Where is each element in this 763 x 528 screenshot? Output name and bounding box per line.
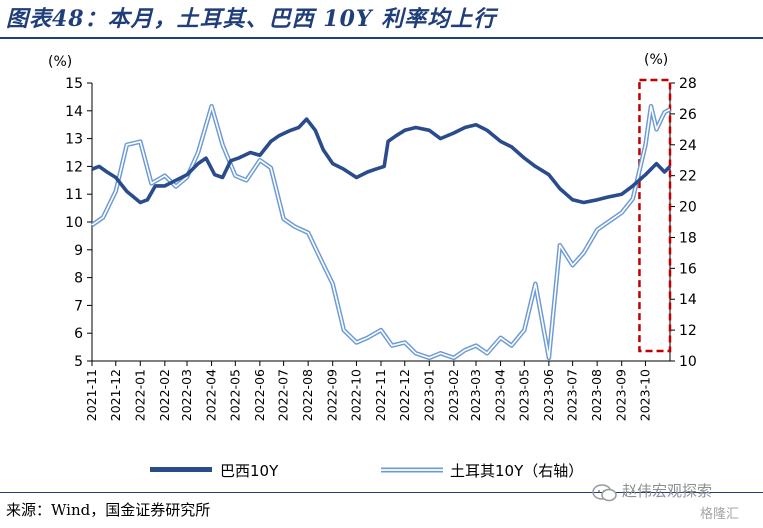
legend-item-turkey: 土耳其10Y（右轴） bbox=[380, 458, 750, 482]
watermark-name: 赵伟宏观探索 bbox=[622, 482, 713, 500]
right-tick-label: 16 bbox=[679, 261, 697, 277]
left-axis-unit: (%) bbox=[48, 54, 72, 70]
right-tick-label: 24 bbox=[679, 138, 697, 154]
legend-label-brazil: 巴西10Y bbox=[220, 462, 279, 480]
x-tick-label: 2022-05 bbox=[227, 369, 242, 421]
series-line-turkey-inner bbox=[91, 105, 671, 359]
right-tick-label: 20 bbox=[679, 200, 697, 216]
x-tick-label: 2022-06 bbox=[252, 369, 267, 421]
legend-swatch-brazil bbox=[150, 467, 212, 472]
x-tick-label: 2022-02 bbox=[157, 369, 172, 421]
x-tick-label: 2023-10 bbox=[637, 369, 652, 421]
left-tick-label: 8 bbox=[74, 271, 83, 287]
left-tick-label: 6 bbox=[74, 326, 83, 342]
highlight-rect bbox=[638, 78, 672, 353]
left-tick-label: 14 bbox=[65, 104, 83, 120]
wechat-icon bbox=[592, 484, 617, 502]
x-tick-label: 2023-02 bbox=[446, 369, 461, 421]
x-tick-label: 2021-11 bbox=[84, 369, 99, 421]
x-tick-label: 2023-05 bbox=[516, 369, 531, 421]
title-underline bbox=[0, 37, 763, 39]
footer-rule bbox=[0, 492, 763, 493]
x-tick-label: 2022-08 bbox=[300, 369, 315, 421]
x-tick-label: 2022-03 bbox=[179, 369, 194, 421]
x-tick-label: 2022-11 bbox=[373, 369, 388, 421]
x-tick-label: 2023-07 bbox=[565, 369, 580, 421]
watermark-badge: 格隆汇 bbox=[700, 507, 740, 522]
x-tick-label: 2022-12 bbox=[397, 369, 412, 421]
right-tick-label: 28 bbox=[679, 76, 697, 92]
highlight-box bbox=[638, 78, 672, 353]
left-tick-label: 9 bbox=[74, 243, 83, 259]
right-tick-label: 26 bbox=[679, 107, 697, 123]
x-tick-label: 2023-03 bbox=[468, 369, 483, 421]
x-tick-label: 2023-08 bbox=[589, 369, 604, 421]
watermark: 赵伟宏观探索 格隆汇 bbox=[590, 479, 760, 525]
x-tick-label: 2023-06 bbox=[541, 369, 556, 421]
left-tick-label: 11 bbox=[65, 187, 83, 203]
left-tick-label: 12 bbox=[65, 159, 83, 175]
series-line-brazil bbox=[91, 117, 672, 205]
chart-lines bbox=[90, 103, 672, 361]
x-tick-label: 2023-01 bbox=[421, 369, 436, 421]
x-tick-label: 2021-12 bbox=[108, 369, 123, 421]
right-axis-unit: (%) bbox=[644, 52, 668, 68]
source-note: 来源：Wind，国金证券研究所 bbox=[6, 501, 211, 519]
figure-title: 图表48：本月，土耳其、巴西 10Y 利率均上行 bbox=[6, 6, 497, 32]
right-tick-label: 10 bbox=[679, 354, 697, 370]
x-tick-label: 2022-07 bbox=[276, 369, 291, 421]
left-tick-label: 7 bbox=[74, 298, 83, 314]
left-tick-label: 5 bbox=[74, 354, 83, 370]
legend-item-brazil: 巴西10Y bbox=[150, 458, 410, 482]
x-tick-label: 2022-04 bbox=[204, 369, 219, 421]
x-tick-label: 2022-10 bbox=[348, 369, 363, 421]
chart-axes: 5 6 7 8 9 10 11 12 13 14 15 10 12 14 16 18 20 22 24 26 28 202… bbox=[65, 76, 697, 421]
x-tick-label: 2023-04 bbox=[493, 369, 508, 421]
left-tick-label: 10 bbox=[65, 215, 83, 231]
left-tick-label: 13 bbox=[65, 132, 83, 148]
chart-legend: 巴西10Y 土耳其10Y（右轴） bbox=[150, 458, 750, 482]
legend-swatch-turkey bbox=[381, 467, 443, 473]
series-line-turkey-outline bbox=[90, 103, 672, 361]
x-tick-label: 2022-01 bbox=[132, 369, 147, 421]
right-tick-label: 18 bbox=[679, 230, 697, 246]
right-tick-label: 22 bbox=[679, 169, 697, 185]
left-tick-label: 15 bbox=[65, 76, 83, 92]
x-tick-label: 2023-09 bbox=[614, 369, 629, 421]
x-tick-label: 2022-09 bbox=[325, 369, 340, 421]
legend-label-turkey: 土耳其10Y（右轴） bbox=[450, 462, 584, 480]
right-tick-label: 12 bbox=[679, 323, 697, 339]
right-tick-label: 14 bbox=[679, 292, 697, 308]
